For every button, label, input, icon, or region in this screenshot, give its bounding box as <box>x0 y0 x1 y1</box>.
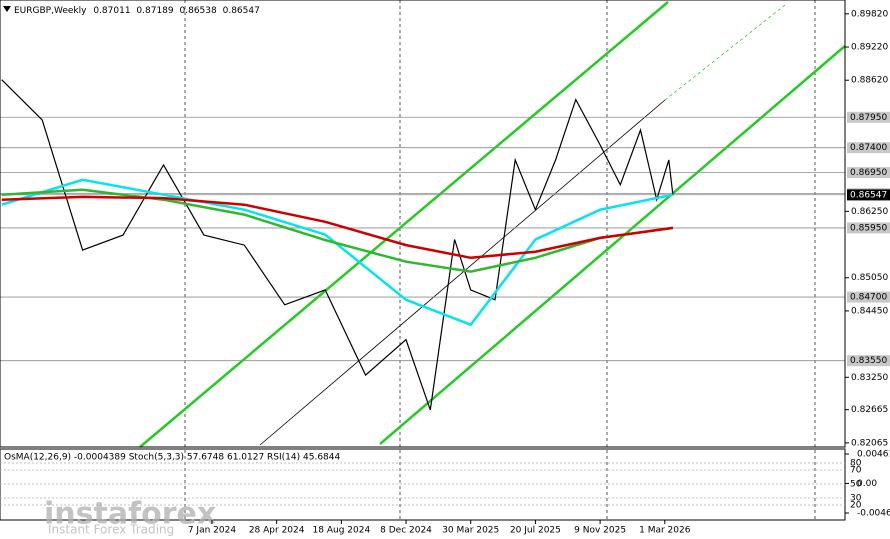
menu-triangle <box>3 6 11 12</box>
main-panel: 0.89820 0.89220 0.88620 0.86250 0.85050 0.844… <box>0 9 890 448</box>
price-label: 0.86547 <box>850 190 887 200</box>
moving-average <box>1 178 674 327</box>
y-tick-label: 80 <box>850 459 862 469</box>
y2-tick-label: -0.004631 <box>857 509 890 519</box>
y-tick-label: 0.83250 <box>851 373 888 383</box>
y-tick-label: 0.86250 <box>851 207 888 217</box>
level-label: 0.87400 <box>850 143 887 153</box>
y-tick-label: 70 <box>850 466 862 476</box>
y-tick-label: 0.85050 <box>851 273 888 283</box>
watermark-brand: instaforex <box>44 497 216 532</box>
watermark-tagline: Instant Forex Trading <box>48 523 174 537</box>
level-label-box <box>847 222 890 234</box>
level-label: 0.83550 <box>850 356 887 366</box>
y-tick-label: 0.89220 <box>851 43 888 53</box>
low: 0.86538 <box>180 6 217 16</box>
x-tick-label: 20 Jul 2025 <box>510 526 561 536</box>
x-tick-label: 1 Mar 2026 <box>639 526 691 536</box>
close: 0.86547 <box>223 6 260 16</box>
level-label-box <box>847 142 890 154</box>
y2-tick-label: 0.004613 <box>857 449 890 459</box>
level-label-box <box>847 355 890 367</box>
y-tick-label: 0.82665 <box>851 405 888 415</box>
moving-average <box>1 195 674 260</box>
symbol: EURGBP,Weekly <box>14 6 87 16</box>
x-tick-label: 28 Apr 2024 <box>249 526 305 536</box>
y-tick-label: 0.88620 <box>851 76 888 86</box>
x-tick-label: 30 Mar 2025 <box>442 526 499 536</box>
indicator-title: OsMA(12,26,9) -0.0004389 Stoch(5,3,3) 57… <box>4 453 340 463</box>
open: 0.87011 <box>93 6 130 16</box>
x-tick-label: 8 Dec 2024 <box>380 526 432 536</box>
indicator-frame <box>0 448 846 521</box>
header: EURGBP,Weekly 0.87011 0.87189 0.86538 0.… <box>14 6 260 16</box>
y-tick-label: 50 <box>850 480 862 490</box>
level-label: 0.84700 <box>850 293 887 303</box>
price-line <box>1 79 674 411</box>
y-tick-label: 20 <box>850 501 862 511</box>
y-tick-label: 0.84450 <box>851 306 888 316</box>
y-tick-label: 0.89820 <box>851 9 888 19</box>
level-label-box <box>847 291 890 303</box>
main-frame <box>0 0 846 448</box>
level-label-box <box>847 111 890 123</box>
x-tick-label: 7 Jan 2024 <box>188 526 236 536</box>
level-label: 0.86950 <box>850 168 887 178</box>
x-tick-label: 9 Nov 2025 <box>574 526 626 536</box>
y-tick-label: 0.82065 <box>851 438 888 448</box>
level-label: 0.85950 <box>850 223 887 233</box>
high: 0.87189 <box>136 6 173 16</box>
y-tick-label: 30 <box>850 494 862 504</box>
level-label: 0.87950 <box>850 113 887 123</box>
y2-tick-label: 0.00 <box>857 479 877 489</box>
x-tick-label: 18 Aug 2024 <box>313 526 371 536</box>
price-label-box <box>847 189 890 201</box>
level-label-box <box>847 167 890 179</box>
moving-average <box>1 188 674 273</box>
channel-lines <box>139 1 846 448</box>
